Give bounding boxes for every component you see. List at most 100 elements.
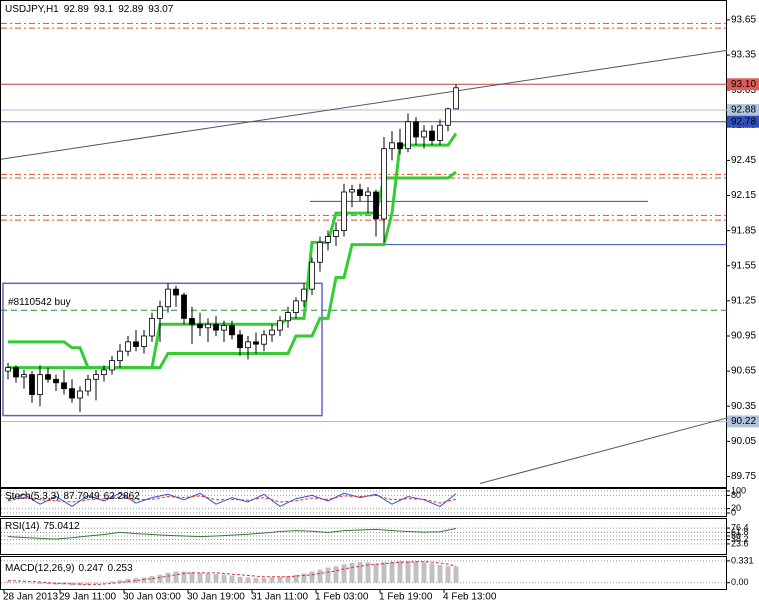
indicator-name: MACD(12,26,9) [5,563,74,574]
macd-bar [37,582,43,585]
candle-body [165,288,171,308]
candle-body [229,325,235,336]
price-label: 90.22 [731,416,756,427]
candle-body [173,288,179,296]
candle-body [333,230,339,237]
indicator-value: 0.247 [78,563,103,574]
macd-bar [221,574,227,583]
candle-body [125,341,131,352]
indicator-value: 87.7049 [63,491,100,502]
macd-bar [413,561,419,583]
indicator-line [7,492,457,507]
price-label-box [727,115,759,128]
trend-line [479,417,728,484]
macd-bar [349,562,355,583]
x-tick-label: 28 Jan 2013 [3,592,58,603]
indicator-line [7,527,457,540]
macd-bar [301,573,307,583]
macd-bar [13,582,19,583]
macd-bar [285,576,291,583]
candle-body [77,390,83,399]
ohlc-value: 92.89 [64,4,89,15]
pane-title: Stoch(5,3,3) 87.7049 62.2862 [5,491,140,502]
macd-bar [445,566,451,583]
y-tick-label: 20 [731,503,741,513]
y-tick-label: 90.95 [731,331,756,342]
macd-bar [157,574,163,583]
macd-bar [389,561,395,583]
y-tick-label: 0.331 [731,555,754,565]
macd-bar [213,574,219,583]
candle-body [205,323,211,329]
macd-bar [45,582,51,585]
macd-bar [93,582,99,585]
candle-body [13,367,19,378]
y-tick-label: 91.55 [731,260,756,271]
candle-body [261,334,267,345]
y-tick-label: 92.45 [731,155,756,166]
y-tick-label: 89.75 [731,471,756,482]
candle-body [237,334,243,349]
candle-body [429,130,435,141]
x-tick-label: 30 Jan 19:00 [187,592,245,603]
candle-body [373,191,379,220]
macd-bar [421,562,427,583]
candle-body [389,142,395,150]
y-tick-label: 23.6 [731,538,749,548]
macd-bar [21,582,27,584]
candle-body [21,374,27,378]
candle-body [325,236,331,243]
macd-bar [173,571,179,583]
candle-body [101,369,107,376]
indicator-line [7,494,457,504]
macd-bar [381,562,387,583]
macd-bar [29,582,35,584]
chart-title: USDJPY,H1 92.89 93.1 92.89 93.07 [5,4,174,15]
macd-bar [253,578,259,583]
trend-line [0,49,728,160]
pane-frame [0,556,727,590]
y-tick-label: 80 [731,490,741,500]
macd-signal [8,561,457,586]
macd-bar [133,578,139,583]
candle-body [357,189,363,196]
candle-body [93,374,99,380]
indicator-value: 62.2862 [104,491,141,502]
x-tick-label: 29 Jan 11:00 [59,592,117,603]
macd-bar [317,569,323,583]
order-label: #8110542 buy [8,297,71,308]
candle-body [133,341,139,347]
pane-title: RSI(14) 75.0412 [5,521,80,532]
candle-body [293,300,299,313]
candle-body [301,288,307,302]
macd-bar [269,577,275,583]
macd-bar [429,563,435,583]
indicator-value: 75.0412 [43,521,80,532]
macd-bar [69,582,75,586]
macd-bar [397,560,403,583]
x-tick-label: 1 Feb 19:00 [379,592,433,603]
macd-bar [205,573,211,583]
candle-body [285,312,291,322]
y-tick-label: 76.4 [731,522,749,532]
y-tick-label: 93.65 [731,15,756,26]
macd-bar [229,575,235,583]
macd-bar [405,560,411,583]
candle-body [413,121,419,138]
macd-bar [117,580,123,583]
trail-stop-line [8,132,458,370]
price-label: 92.78 [731,116,756,127]
candle-body [53,378,59,384]
candle-body [29,374,35,395]
price-label-box [727,104,759,117]
macd-bar [333,566,339,583]
macd-bar [237,576,243,583]
candle-body [69,388,75,399]
x-tick-label: 1 Feb 03:00 [315,592,369,603]
candle-body [197,323,203,329]
candle-body [5,367,11,372]
candle-body [45,374,51,380]
candle-body [421,130,427,138]
candle-body [37,374,43,395]
